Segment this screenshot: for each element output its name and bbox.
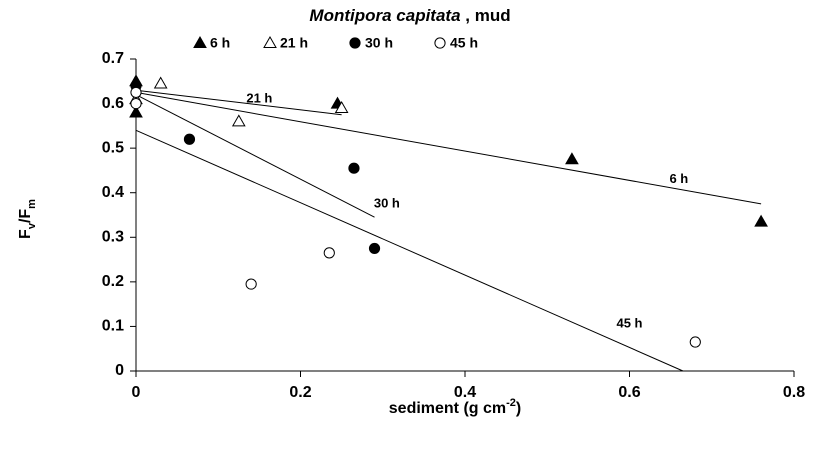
y-tick-label: 0.2 xyxy=(102,273,124,290)
fit-label: 45 h xyxy=(616,316,642,331)
legend-label: 6 h xyxy=(210,35,230,51)
legend-label: 30 h xyxy=(365,35,393,51)
fit-line xyxy=(135,89,342,116)
x-tick-label: 0.2 xyxy=(289,384,311,401)
x-tick-label: 0.8 xyxy=(783,384,805,401)
marker xyxy=(368,242,381,255)
fit-line xyxy=(135,91,762,205)
marker xyxy=(323,247,335,259)
marker xyxy=(334,101,349,114)
marker xyxy=(153,76,168,89)
marker xyxy=(231,114,246,127)
marker xyxy=(129,105,143,118)
x-tick-label: 0.4 xyxy=(454,384,476,401)
y-label-part: /F xyxy=(17,209,34,223)
y-tick-label: 0 xyxy=(115,362,124,379)
marker xyxy=(130,86,142,99)
fit-label: 21 h xyxy=(246,91,272,106)
marker xyxy=(689,336,701,348)
y-tick-label: 0.6 xyxy=(102,95,124,112)
y-tick-label: 0.5 xyxy=(102,139,124,156)
x-label-part: ) xyxy=(516,400,521,417)
chart-title: Montipora capitata , mud xyxy=(309,6,510,25)
legend-label: 21 h xyxy=(280,35,308,51)
y-tick-label: 0.1 xyxy=(102,318,124,335)
marker xyxy=(183,133,196,145)
x-tick-label: 0.6 xyxy=(618,384,640,401)
marker xyxy=(754,214,768,227)
legend-marker xyxy=(434,37,446,49)
legend-label: 45 h xyxy=(450,35,478,51)
fit-line xyxy=(135,129,684,372)
fit-line xyxy=(135,94,375,218)
legend-marker xyxy=(193,35,207,48)
title-rest: , mud xyxy=(461,6,511,25)
marker xyxy=(245,278,257,290)
y-tick-label: 0.3 xyxy=(102,229,124,246)
title-italic: Montipora capitata xyxy=(309,6,460,25)
y-axis-label: Fv/Fm xyxy=(17,199,38,239)
marker xyxy=(130,97,142,110)
legend-marker xyxy=(263,35,277,48)
x-label-part: sediment (g cm xyxy=(389,400,506,417)
x-axis-label: sediment (g cm-2) xyxy=(389,397,521,417)
y-tick-label: 0.7 xyxy=(102,50,124,67)
x-label-part: -2 xyxy=(506,397,516,409)
y-label-part: v xyxy=(26,222,38,229)
fit-label: 6 h xyxy=(669,171,688,186)
marker xyxy=(348,162,360,174)
y-label-part: F xyxy=(17,229,34,239)
y-label-part: m xyxy=(26,199,38,209)
y-tick-label: 0.4 xyxy=(102,184,124,201)
x-tick-label: 0 xyxy=(132,384,141,401)
legend-marker xyxy=(349,37,361,49)
marker xyxy=(565,152,579,165)
fit-label: 30 h xyxy=(374,195,400,210)
